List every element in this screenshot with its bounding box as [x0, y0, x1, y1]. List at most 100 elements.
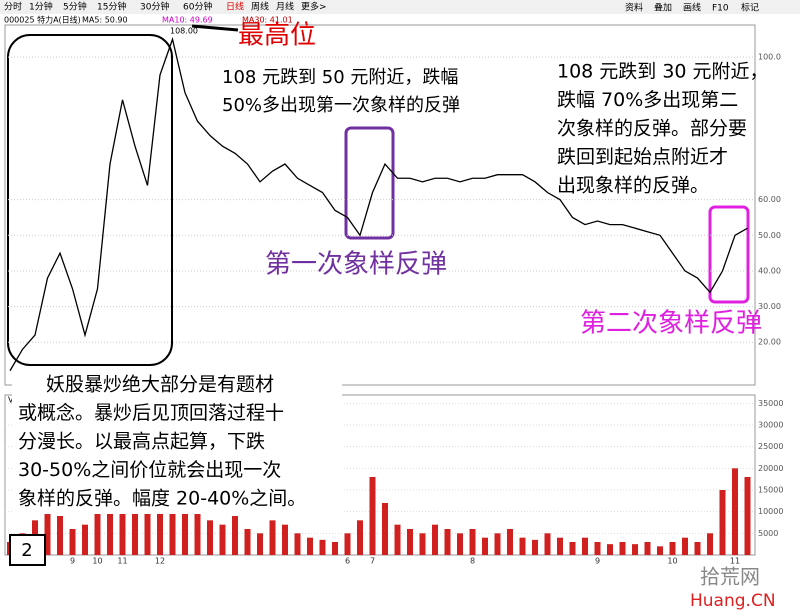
- toolbar-button[interactable]: 分时: [4, 1, 22, 13]
- volume-bar: [732, 468, 738, 555]
- volume-bar: [657, 546, 663, 555]
- volume-bar: [82, 524, 88, 555]
- y-tick-label: 5000: [758, 529, 778, 538]
- toolbar-button[interactable]: 周线: [251, 1, 269, 13]
- x-tick-label: 9: [70, 557, 75, 566]
- y-tick-label: 40.00: [758, 266, 781, 275]
- volume-bar: [107, 477, 113, 555]
- volume-bar: [444, 529, 451, 555]
- y-tick-label: 15000: [758, 486, 783, 495]
- volume-bar: [94, 511, 101, 555]
- volume-bar: [269, 520, 276, 555]
- annotation: 108 元跌到 50 元附近，跌幅: [222, 67, 458, 88]
- x-tick-label: 10: [92, 557, 102, 566]
- annotation: 跌回到起始点附近才: [557, 146, 728, 168]
- annotation: 50%多出现第一次象样的反弹: [222, 95, 460, 116]
- y-tick-label: 30000: [758, 421, 783, 430]
- volume-bar: [244, 529, 251, 555]
- volume-bar: [507, 529, 513, 555]
- volume-bar: [432, 524, 438, 555]
- volume-bar: [319, 539, 326, 555]
- y-tick-label: 10000: [758, 507, 783, 516]
- toolbar-button[interactable]: 60分钟: [183, 1, 212, 13]
- annotation: 108 元跌到 30 元附近，: [557, 61, 769, 83]
- volume-bar: [294, 533, 301, 555]
- volume-bar: [694, 542, 701, 555]
- toolbar-button[interactable]: 1分钟: [29, 1, 53, 13]
- volume-bar: [194, 511, 201, 555]
- peak-note: 最高位: [238, 21, 316, 51]
- volume-bar: [632, 544, 638, 555]
- volume-bar: [307, 537, 313, 555]
- second-rebound-label: 第二次象样反弹: [580, 309, 762, 339]
- watermark: Huang.CN: [690, 591, 776, 611]
- toolbar-button[interactable]: 5分钟: [63, 1, 87, 13]
- volume-bar: [744, 477, 751, 555]
- volume-bar: [207, 520, 213, 555]
- volume-bar: [407, 529, 413, 555]
- volume-bar: [682, 537, 688, 555]
- x-tick-label: 7: [370, 557, 375, 566]
- first-rebound-box: [344, 126, 395, 240]
- volume-bar: [482, 537, 488, 555]
- volume-bar: [532, 539, 538, 555]
- toolbar-button[interactable]: 15分钟: [97, 1, 126, 13]
- toolbar-button[interactable]: 叠加: [654, 3, 672, 14]
- x-tick-label: 10: [667, 557, 677, 566]
- volume-bar: [232, 516, 238, 555]
- first-rebound-label: 第一次象样反弹: [265, 250, 447, 280]
- x-tick-label: 12: [155, 557, 165, 566]
- volume-bar: [219, 524, 226, 555]
- volume-bar: [582, 537, 588, 555]
- x-tick-label: 11: [730, 557, 740, 566]
- y-tick-label: 25000: [758, 442, 783, 451]
- toolbar-button[interactable]: 30分钟: [140, 1, 169, 13]
- volume-bar: [494, 533, 501, 555]
- annotation: 分漫长。以最高点起算，下跌: [18, 431, 265, 453]
- high-label: 108.00: [170, 27, 198, 36]
- volume-bar: [132, 490, 138, 555]
- y-tick-label: 50.00: [758, 231, 781, 240]
- y-tick-label: 35000: [758, 399, 783, 408]
- volume-bar: [369, 477, 376, 555]
- toolbar-button[interactable]: F10: [712, 4, 729, 14]
- toolbar-button[interactable]: 资料: [625, 2, 643, 14]
- note-background: [12, 372, 342, 514]
- y-tick-label: 60.00: [758, 195, 781, 204]
- volume-bar: [144, 503, 151, 555]
- volume-bar: [557, 537, 563, 555]
- price-line: [9, 36, 748, 372]
- toolbar-button[interactable]: 日线: [226, 1, 244, 13]
- volume-bar: [57, 516, 63, 555]
- watermark: 拾荒网: [700, 565, 760, 589]
- page-box: [9, 534, 46, 566]
- y-tick-label: 100.0: [758, 53, 781, 62]
- volume-bar: [282, 524, 288, 555]
- page-number: 2: [21, 540, 32, 561]
- volume-bar: [644, 542, 651, 555]
- volume-bar: [719, 490, 726, 555]
- toolbar-button[interactable]: 月线: [276, 1, 294, 13]
- volume-bar: [619, 542, 626, 555]
- stock-code: 000025 特力A(日线): [4, 15, 81, 25]
- volume-bar: [69, 529, 76, 555]
- toolbar-button[interactable]: 画线: [683, 2, 701, 14]
- price-frame: [4, 24, 756, 386]
- volume-bar: [469, 529, 476, 555]
- volume-bar: [457, 533, 463, 555]
- volume-bar: [707, 533, 713, 555]
- toolbar-button[interactable]: 更多>: [301, 1, 327, 13]
- volume-bar: [419, 533, 426, 555]
- volume-bar: [257, 533, 263, 555]
- annotation: 次象样的反弹。部分要: [557, 118, 747, 140]
- volume-bar: [594, 542, 601, 555]
- volume-bar: [394, 524, 401, 555]
- ma-legend: MA5: 50.90: [82, 16, 128, 25]
- toolbar-button[interactable]: 标记: [741, 2, 759, 14]
- volume-bar: [182, 485, 188, 555]
- volume-bar: [569, 542, 576, 555]
- peak-pointer: [191, 24, 239, 32]
- volume-bar: [382, 503, 388, 555]
